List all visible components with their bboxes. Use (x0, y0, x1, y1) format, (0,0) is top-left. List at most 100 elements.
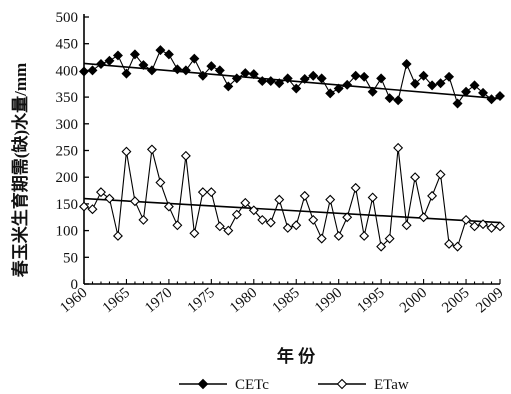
data-point-etaw (180, 150, 191, 161)
data-point-cetc (342, 79, 353, 90)
data-point-cetc (248, 69, 259, 80)
data-point-cetc (214, 65, 225, 76)
data-point-cetc (452, 98, 463, 109)
tick-labels: 0 50 100 150 200 250 300 350 400 450 500 1960 1965 19… (56, 10, 507, 316)
data-point-cetc (129, 49, 140, 60)
data-point-etaw (495, 221, 505, 232)
data-point-cetc (435, 78, 446, 89)
data-point-cetc (469, 80, 480, 91)
data-point-cetc (393, 95, 404, 106)
data-point-cetc (282, 73, 293, 84)
data-point-etaw (129, 196, 140, 207)
data-point-etaw (316, 233, 327, 244)
data-point-cetc (461, 86, 472, 97)
data-point-cetc (163, 49, 174, 60)
x-tick-label: 1965 (100, 285, 133, 317)
data-point-cetc (410, 78, 421, 89)
series-cetc (79, 45, 505, 109)
x-tick-label: 2009 (473, 285, 506, 317)
data-point-cetc (104, 55, 115, 66)
x-tick-label: 1995 (354, 285, 387, 317)
data-point-cetc (350, 70, 361, 81)
data-point-etaw (257, 214, 268, 225)
data-point-cetc (495, 91, 505, 102)
y-tick-label: 0 (71, 277, 79, 293)
data-point-etaw (299, 190, 310, 201)
data-point-etaw (359, 230, 370, 241)
y-tick-label: 200 (56, 170, 79, 186)
data-point-etaw (427, 190, 438, 201)
data-point-etaw (189, 228, 200, 239)
data-point-etaw (469, 221, 480, 232)
y-tick-label: 100 (56, 224, 79, 240)
trend-line-cetc (83, 62, 501, 100)
x-tick-label: 2005 (439, 285, 472, 317)
y-axis-title: 春玉米生育期需(缺)水量/mm (10, 63, 30, 277)
data-point-etaw (461, 214, 472, 225)
data-point-etaw (121, 146, 132, 157)
data-point-etaw (274, 194, 285, 205)
series-line-etaw (83, 147, 501, 248)
y-tick-label: 150 (56, 197, 79, 213)
y-tick-label: 350 (56, 90, 79, 106)
data-point-etaw (240, 197, 251, 208)
data-point-cetc (308, 70, 319, 81)
x-tick-label: 1985 (270, 285, 303, 317)
data-point-cetc (299, 73, 310, 84)
data-point-cetc (138, 60, 149, 71)
x-tick-label: 1970 (142, 285, 175, 317)
y-tick-label: 400 (56, 63, 79, 79)
data-point-etaw (384, 233, 395, 244)
data-point-etaw (265, 217, 276, 228)
data-point-cetc (206, 61, 217, 72)
y-tick-label: 500 (56, 10, 79, 26)
data-point-cetc (87, 65, 98, 76)
y-tick-label: 300 (56, 117, 79, 133)
data-point-cetc (401, 59, 412, 69)
data-point-cetc (316, 73, 327, 84)
data-point-etaw (206, 187, 217, 198)
data-point-etaw (231, 209, 242, 220)
data-point-cetc (376, 73, 387, 84)
y-tick-label: 450 (56, 37, 79, 53)
data-point-cetc (444, 71, 455, 82)
data-point-etaw (367, 192, 378, 203)
data-point-etaw (96, 187, 106, 198)
data-point-cetc (231, 73, 242, 84)
data-point-cetc (384, 93, 395, 104)
data-point-cetc (189, 53, 200, 64)
x-axis-title: 年 份 (277, 346, 316, 366)
legend: CETc ETaw (179, 377, 409, 393)
data-point-etaw (197, 187, 208, 198)
data-point-cetc (121, 68, 132, 79)
data-point-cetc (367, 86, 378, 97)
x-tick-label: 2000 (397, 285, 430, 317)
data-point-cetc (112, 50, 123, 61)
data-point-etaw (248, 205, 259, 216)
data-point-etaw (214, 221, 225, 232)
trend-line-etaw (83, 197, 501, 224)
data-point-etaw (112, 230, 123, 241)
data-point-etaw (325, 194, 336, 205)
data-point-etaw (410, 172, 421, 183)
data-point-cetc (146, 65, 157, 76)
legend-item-cetc: CETc (179, 377, 269, 393)
data-point-cetc (155, 45, 166, 56)
data-point-etaw (342, 212, 353, 223)
data-point-etaw (486, 222, 497, 233)
data-point-cetc (223, 81, 234, 92)
data-point-cetc (418, 70, 429, 81)
data-point-cetc (333, 83, 344, 94)
legend-label: ETaw (374, 377, 409, 393)
y-tick-label: 250 (56, 144, 79, 160)
data-point-etaw (104, 193, 115, 204)
legend-label: CETc (235, 377, 269, 393)
data-point-etaw (435, 169, 446, 180)
x-tick-label: 1980 (227, 285, 260, 317)
data-point-cetc (79, 66, 89, 77)
data-point-cetc (478, 87, 488, 98)
data-point-cetc (325, 88, 336, 99)
legend-item-etaw: ETaw (318, 377, 409, 393)
data-point-etaw (350, 182, 361, 193)
